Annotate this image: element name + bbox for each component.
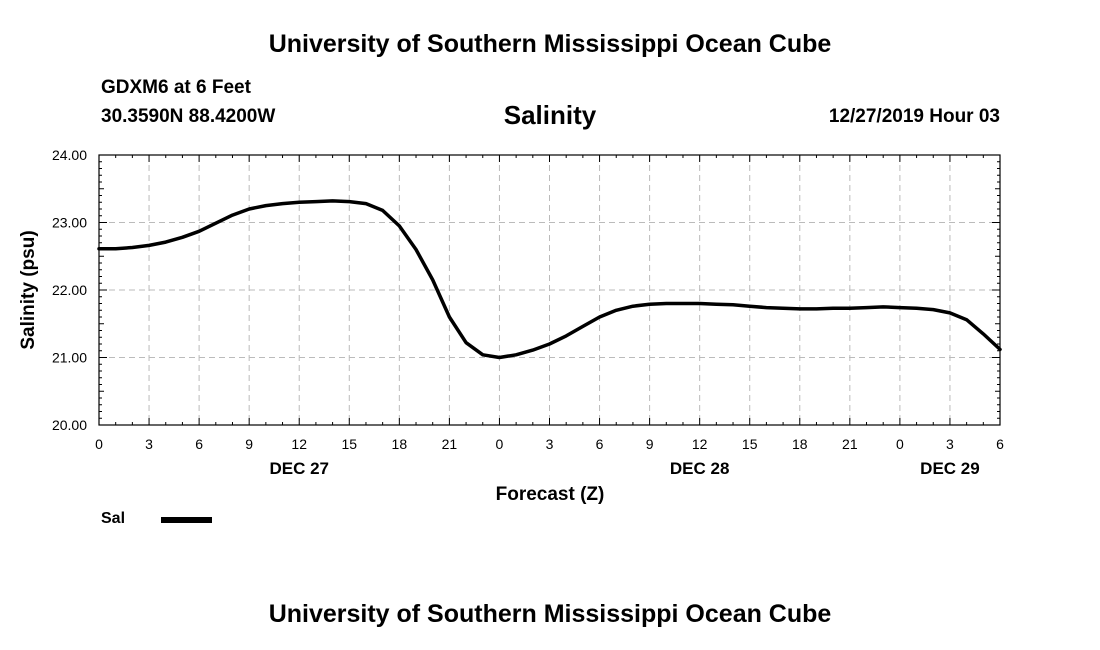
x-tick-label: 3 (946, 436, 954, 452)
chart-tick-labels: 0 3 6 9 12 15 18 21 0 3 6 9 12 15 18 21 0 3 6 DEC 27 DEC 28 D… (52, 147, 1004, 478)
x-tick-label: 18 (392, 436, 408, 452)
legend-swatch (161, 517, 212, 523)
y-tick-label: 22.00 (52, 282, 87, 298)
x-tick-label: 6 (596, 436, 604, 452)
coordinates-label: 30.3590N 88.4200W (101, 106, 276, 127)
chart-title: Salinity (503, 100, 597, 130)
y-axis-label: Salinity (psu) (18, 230, 39, 349)
x-tick-label: 3 (546, 436, 554, 452)
series-line-sal (97, 199, 1002, 360)
y-tick-label: 21.00 (52, 350, 87, 366)
chart-series (97, 199, 1002, 360)
station-label: GDXM6 at 6 Feet (101, 77, 251, 98)
x-tick-label: 15 (742, 436, 758, 452)
page-title-bottom: University of Southern Mississippi Ocean… (268, 600, 832, 628)
plot-frame (98, 154, 1001, 426)
y-tick-label: 23.00 (52, 215, 87, 231)
x-tick-label: 18 (792, 436, 808, 452)
x-tick-label: 12 (291, 436, 307, 452)
x-tick-label: 3 (145, 436, 153, 452)
y-tick-label: 20.00 (52, 417, 87, 433)
x-tick-label: 12 (692, 436, 708, 452)
legend-label: Sal (101, 510, 126, 527)
date-label: DEC 28 (670, 459, 730, 478)
datetime-label: 12/27/2019 Hour 03 (828, 106, 1000, 127)
x-tick-label: 9 (245, 436, 253, 452)
x-tick-label: 0 (896, 436, 904, 452)
date-label: DEC 27 (269, 459, 329, 478)
x-tick-label: 0 (95, 436, 103, 452)
x-axis-label: Forecast (Z) (496, 484, 605, 505)
x-tick-label: 9 (646, 436, 654, 452)
y-tick-label: 24.00 (52, 147, 87, 163)
x-tick-label: 21 (842, 436, 858, 452)
page-title-top: University of Southern Mississippi Ocean… (268, 30, 832, 58)
x-tick-label: 0 (496, 436, 504, 452)
x-tick-label: 21 (442, 436, 458, 452)
chart-grid (99, 155, 1000, 425)
x-tick-label: 15 (341, 436, 357, 452)
date-label: DEC 29 (920, 459, 980, 478)
x-tick-label: 6 (195, 436, 203, 452)
x-tick-label: 6 (996, 436, 1004, 452)
